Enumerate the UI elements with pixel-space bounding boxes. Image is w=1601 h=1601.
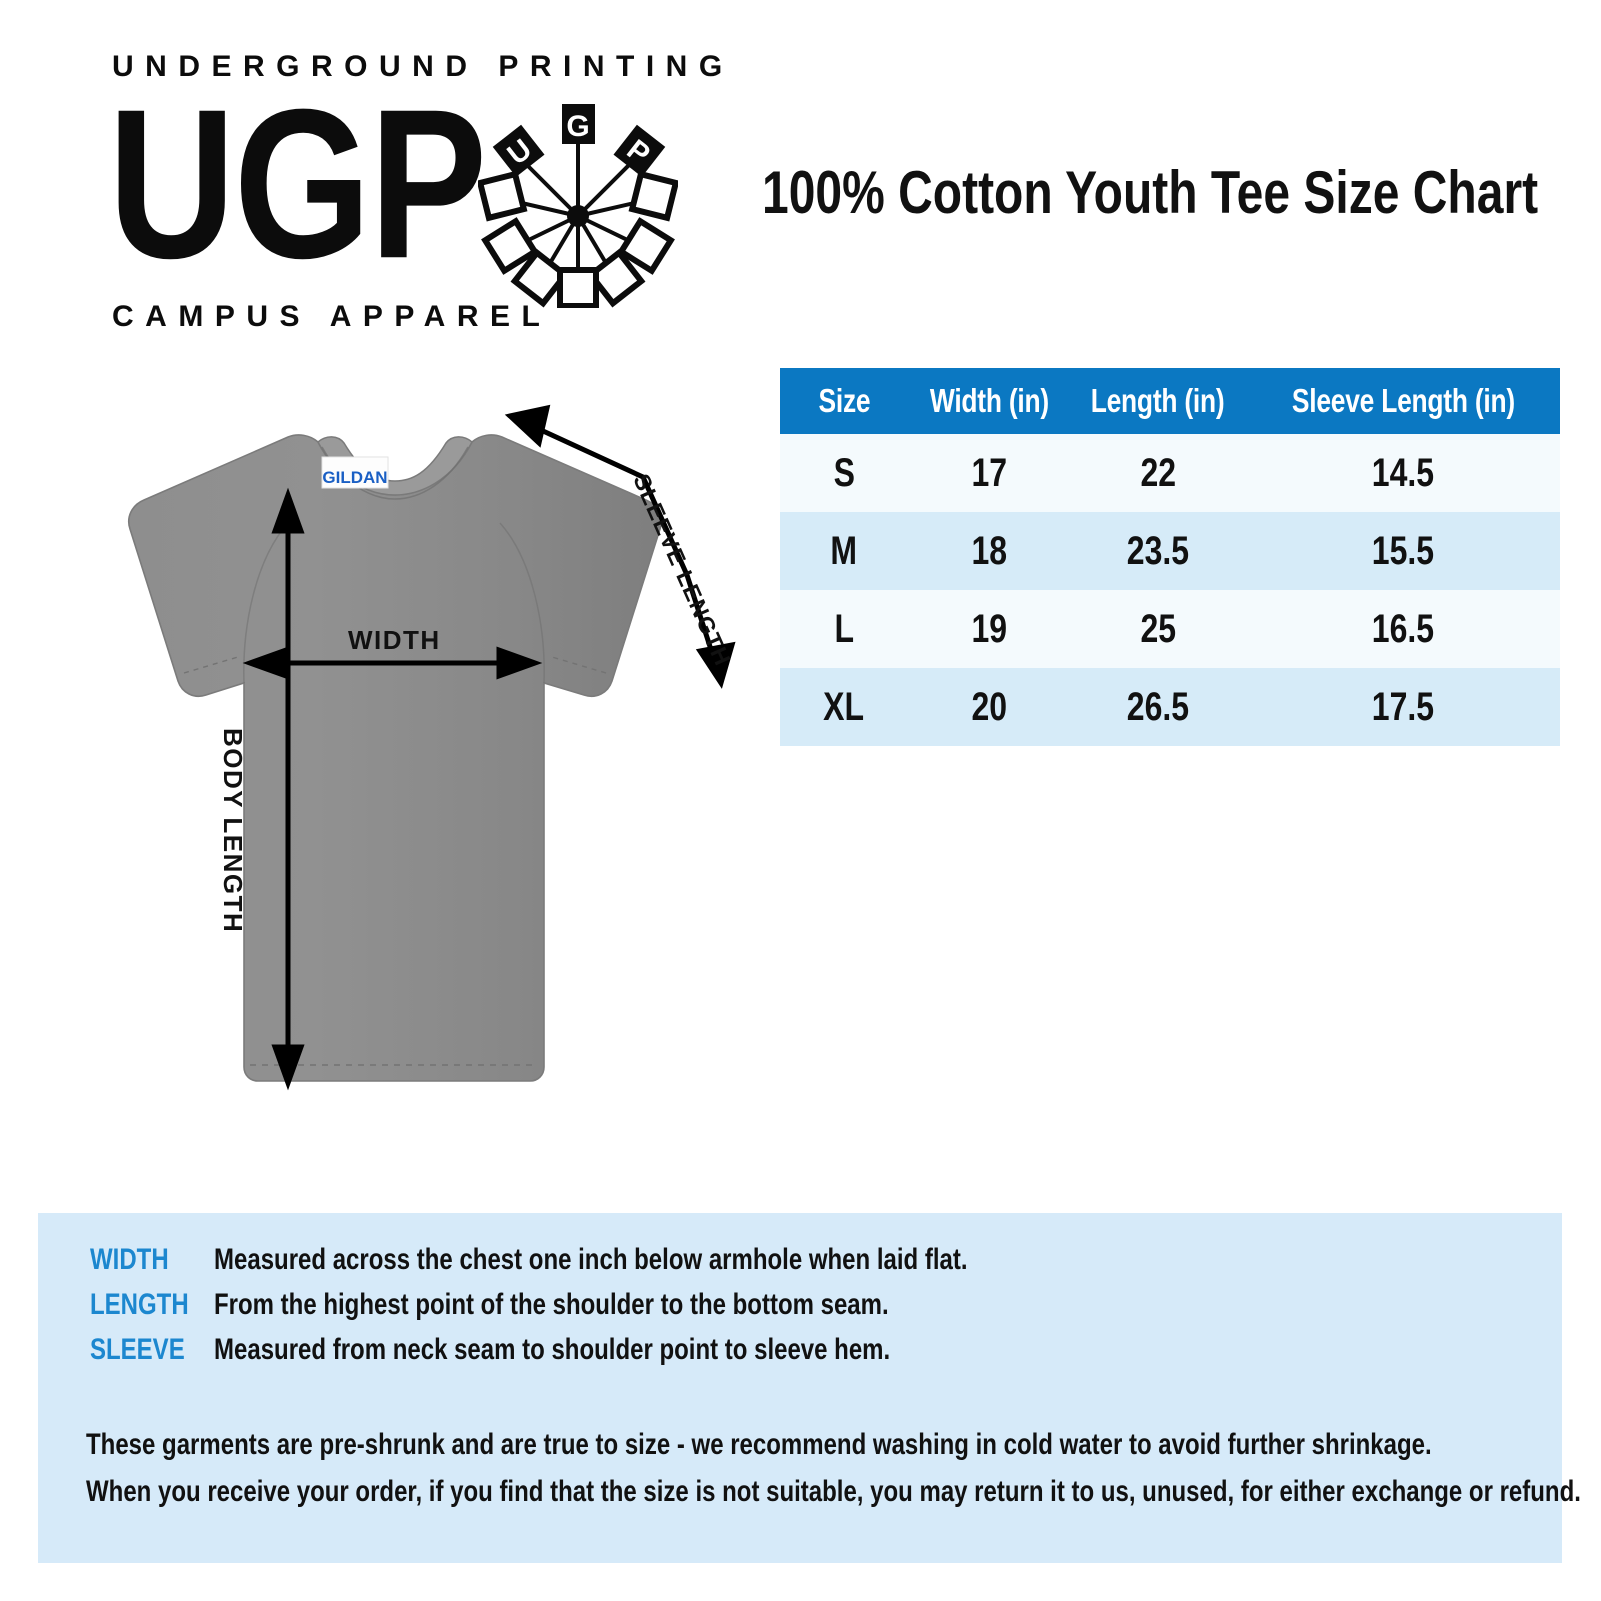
- cell-length: 23.5: [1126, 528, 1190, 573]
- cell-length: 25: [1140, 606, 1176, 651]
- cell-size: S: [833, 450, 855, 495]
- body-length-label: BODY LENGTH: [218, 728, 248, 934]
- table-row: L 19 25 16.5: [780, 590, 1560, 668]
- column-header-width: Width (in): [908, 368, 1070, 434]
- table-row: S 17 22 14.5: [780, 434, 1560, 512]
- legend-item-length: LENGTH From the highest point of the sho…: [90, 1288, 1058, 1322]
- cell-width: 20: [971, 684, 1007, 729]
- column-header-length: Length (in): [1070, 368, 1246, 434]
- cell-width: 17: [971, 450, 1007, 495]
- tshirt-illustration: GILDAN: [128, 404, 736, 1091]
- tshirt-diagram: GILDAN: [60, 395, 780, 1115]
- legend-key-width: WIDTH: [90, 1243, 169, 1276]
- page-title: 100% Cotton Youth Tee Size Chart: [762, 159, 1539, 226]
- legend-desc-width: Measured across the chest one inch below…: [214, 1243, 968, 1276]
- logo-wordmark: UGP: [108, 65, 487, 304]
- legend-key-sleeve: SLEEVE: [90, 1333, 185, 1366]
- logo-tagline-top: UNDERGROUND PRINTING: [112, 50, 734, 83]
- measurement-info-panel: WIDTH Measured across the chest one inch…: [38, 1213, 1581, 1563]
- logo-tagline-bottom: CAMPUS APPAREL: [112, 300, 552, 333]
- cell-sleeve-length: 15.5: [1371, 528, 1435, 573]
- legend-key-length: LENGTH: [90, 1288, 189, 1321]
- legend-desc-length: From the highest point of the shoulder t…: [214, 1288, 890, 1321]
- note-shrinkage: These garments are pre-shrunk and are tr…: [86, 1428, 1432, 1461]
- ugp-logo: UNDERGROUND PRINTING UGP CAMPUS APPAREL …: [108, 48, 758, 338]
- cell-width: 18: [971, 528, 1007, 573]
- cell-length: 22: [1140, 450, 1176, 495]
- legend-item-sleeve: SLEEVE Measured from neck seam to should…: [90, 1333, 1060, 1367]
- cell-size: XL: [823, 684, 865, 729]
- size-chart-table: Size Width (in) Length (in) Sleeve Lengt…: [780, 368, 1560, 746]
- table-row: XL 20 26.5 17.5: [780, 668, 1560, 746]
- column-header-sleeve-length: Sleeve Length (in): [1246, 368, 1560, 434]
- width-label: WIDTH: [348, 625, 441, 655]
- column-header-size: Size: [780, 368, 908, 434]
- legend-item-width: WIDTH Measured across the chest one inch…: [90, 1243, 1156, 1277]
- table-row: M 18 23.5 15.5: [780, 512, 1560, 590]
- cell-length: 26.5: [1126, 684, 1190, 729]
- cell-width: 19: [971, 606, 1007, 651]
- cell-size: L: [834, 606, 854, 651]
- cell-size: M: [830, 528, 858, 573]
- gildan-neck-tag-text: GILDAN: [322, 468, 387, 487]
- legend-desc-sleeve: Measured from neck seam to shoulder poin…: [214, 1333, 891, 1366]
- cell-sleeve-length: 17.5: [1371, 684, 1435, 729]
- cell-sleeve-length: 14.5: [1371, 450, 1435, 495]
- pinwheel-burst-icon: G U P: [478, 104, 678, 308]
- svg-text:G: G: [566, 110, 589, 143]
- table-header-row: Size Width (in) Length (in) Sleeve Lengt…: [780, 368, 1560, 434]
- cell-sleeve-length: 16.5: [1371, 606, 1435, 651]
- note-returns: When you receive your order, if you find…: [86, 1475, 1581, 1508]
